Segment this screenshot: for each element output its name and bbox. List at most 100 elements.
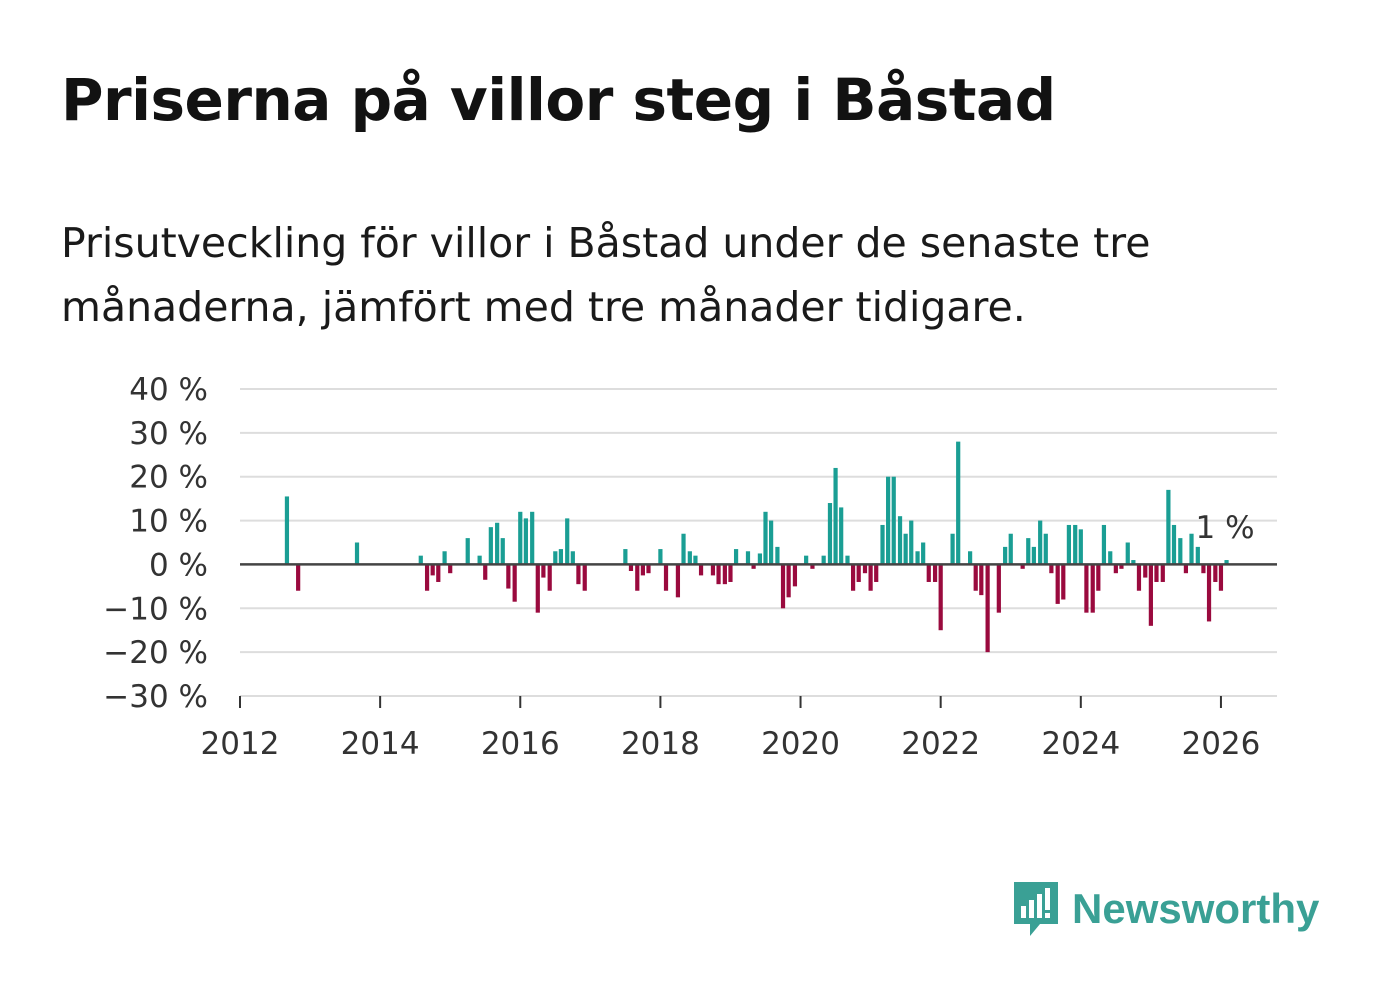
- bar: [1201, 564, 1206, 574]
- bar: [903, 533, 908, 565]
- bar: [804, 555, 809, 565]
- bar: [623, 549, 628, 565]
- bar: [1073, 524, 1078, 565]
- bar: [523, 518, 528, 565]
- bars: [284, 441, 1229, 653]
- bar: [757, 553, 763, 565]
- bar: [932, 564, 938, 582]
- bar: [424, 564, 430, 591]
- bar: [518, 511, 523, 565]
- bar: [442, 551, 447, 565]
- bar: [500, 538, 505, 565]
- bar: [1008, 533, 1013, 565]
- bar: [465, 538, 470, 565]
- bar: [1218, 564, 1224, 591]
- y-tick-label: 10 %: [129, 504, 208, 540]
- bar: [915, 551, 920, 565]
- bar: [1101, 524, 1107, 565]
- bar: [810, 564, 815, 569]
- bar: [418, 555, 423, 565]
- bar: [897, 516, 903, 565]
- bar: [850, 564, 856, 591]
- bar: [891, 476, 896, 565]
- y-tick-label: −10 %: [103, 591, 208, 627]
- y-tick-label: 30 %: [129, 416, 208, 452]
- bar: [483, 564, 488, 580]
- bar: [1020, 564, 1025, 569]
- bar: [535, 564, 540, 613]
- bar: [874, 564, 879, 582]
- bar: [886, 476, 891, 565]
- bar: [996, 564, 1001, 613]
- bar: [640, 564, 645, 576]
- bar: [862, 564, 868, 574]
- bar: [1195, 546, 1200, 565]
- bar: [839, 507, 844, 565]
- bar: [565, 518, 570, 565]
- bar: [681, 533, 686, 565]
- bar: [698, 564, 704, 576]
- bar: [1143, 564, 1148, 578]
- bar: [693, 555, 698, 565]
- bar: [477, 555, 482, 565]
- bar: [1166, 489, 1171, 565]
- bar: [1049, 564, 1054, 574]
- bar: [635, 564, 640, 591]
- x-tick-label: 2016: [481, 726, 560, 762]
- bar: [663, 564, 669, 591]
- bar: [1183, 564, 1189, 574]
- y-tick-label: −30 %: [103, 679, 208, 715]
- bar: [436, 564, 441, 582]
- gridlines: [240, 388, 1277, 697]
- bar: [845, 555, 850, 565]
- bar: [1119, 564, 1124, 569]
- bar: [541, 564, 546, 578]
- bar: [646, 564, 651, 574]
- x-tick-label: 2022: [901, 726, 980, 762]
- bar: [1125, 542, 1130, 565]
- bar: [786, 564, 791, 598]
- bar: [745, 551, 751, 565]
- x-tick-label: 2018: [621, 726, 700, 762]
- last-value-label: 1 %: [1196, 510, 1255, 546]
- bar: [1171, 524, 1177, 565]
- bar: [1189, 533, 1194, 565]
- bar: [1108, 551, 1113, 565]
- axes: [239, 563, 1277, 708]
- bar: [1178, 538, 1183, 565]
- bar: [716, 564, 721, 585]
- bar: [880, 524, 885, 565]
- bar: [909, 520, 914, 565]
- x-tick-label: 2020: [761, 726, 840, 762]
- bar: [728, 564, 733, 582]
- labels: 40 % 30 % 20 % 10 % 0 % −10 % −20 % −30 % 2012 20…: [103, 372, 1260, 762]
- bar: [1136, 564, 1142, 591]
- bar: [430, 564, 435, 576]
- bar: [1038, 520, 1043, 565]
- bar: [284, 496, 290, 565]
- bar: [1096, 564, 1101, 591]
- bar: [985, 564, 990, 653]
- bar: [1206, 564, 1212, 622]
- bar: [950, 533, 955, 565]
- brand-logo: Newsworthy: [1010, 878, 1319, 940]
- bar: [1026, 538, 1031, 565]
- bar: [488, 527, 493, 565]
- bar: [1078, 529, 1083, 565]
- bar: [1003, 546, 1008, 565]
- bar: [722, 564, 727, 585]
- newsworthy-logo-icon: [1014, 882, 1058, 936]
- bar: [582, 564, 587, 591]
- bar: [938, 564, 943, 631]
- bar: [1066, 524, 1072, 565]
- bar: [1061, 564, 1066, 600]
- y-tick-label: −20 %: [103, 635, 208, 671]
- bar: [1213, 564, 1218, 582]
- bar: [296, 564, 301, 591]
- bar: [448, 564, 453, 574]
- x-tick-label: 2014: [341, 726, 420, 762]
- bar: [506, 564, 511, 589]
- bar: [710, 564, 716, 576]
- bar: [926, 564, 931, 582]
- bar: [733, 549, 739, 565]
